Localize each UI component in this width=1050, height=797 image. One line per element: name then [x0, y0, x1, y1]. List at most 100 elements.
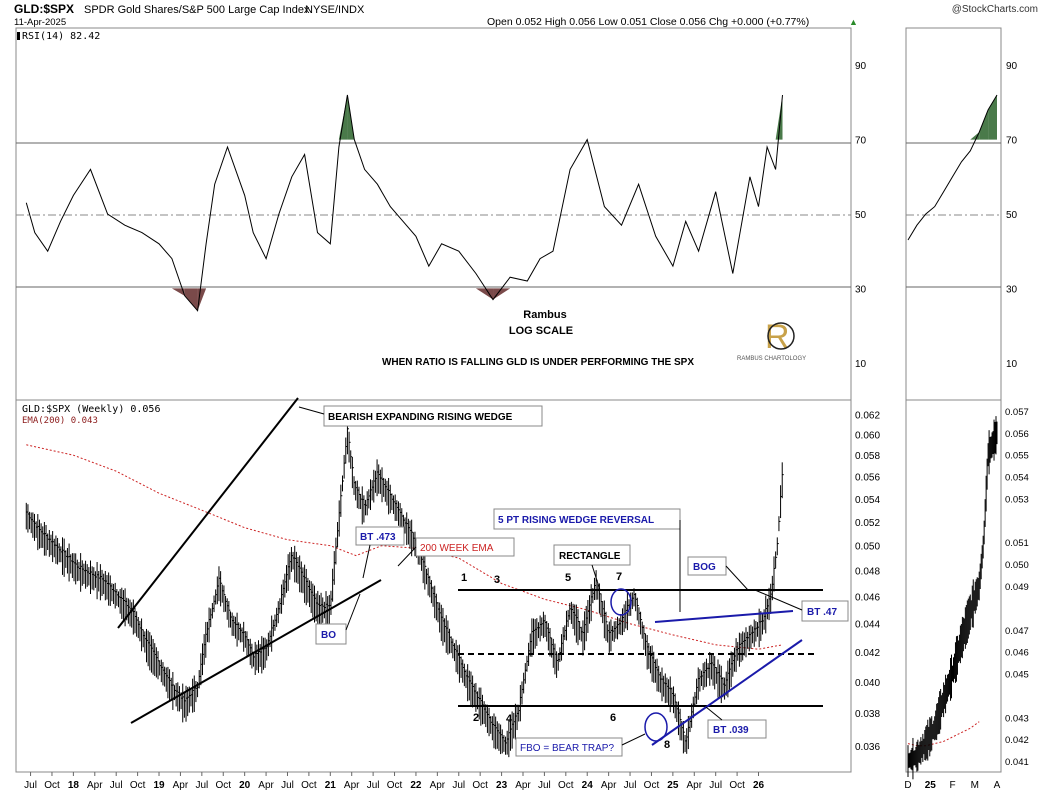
- price-y-tick-label: 0.036: [855, 742, 880, 753]
- rsi-overbought-fill: [988, 94, 997, 140]
- price-daily-y-tick-label: 0.046: [1005, 648, 1029, 659]
- x-tick-label: Apr: [87, 780, 103, 791]
- wedge-title-callout: BEARISH EXPANDING RISING WEDGE: [298, 405, 543, 427]
- wedge-title-text: BEARISH EXPANDING RISING WEDGE: [328, 412, 513, 423]
- x-tick-label: Oct: [301, 780, 317, 791]
- log-scale-label: LOG SCALE: [509, 325, 573, 337]
- rsi-y-ticks: 10 30 50 70 90: [855, 61, 867, 370]
- rsi-oversold-fill: [493, 288, 511, 300]
- price-y-tick-label: 0.042: [855, 648, 880, 659]
- bt-47-box: [801, 600, 849, 622]
- price-y-tick-label: 0.054: [855, 495, 880, 506]
- rambus-label: Rambus: [523, 309, 566, 321]
- ema-callout-pointer: [397, 546, 417, 567]
- rsi-daily-y-tick-label: 70: [1006, 136, 1018, 147]
- ema-daily-line: [907, 721, 980, 747]
- price-daily-y-tick-label: 0.051: [1005, 538, 1029, 549]
- point-4-label: 4: [506, 713, 513, 725]
- rsi-extreme-fills: [171, 94, 783, 311]
- wedge-title-box: [323, 405, 543, 427]
- price-daily-y-ticks: 0.041 0.042 0.043 0.045 0.046 0.047 0.049 0.050…: [1005, 407, 1029, 768]
- price-daily-y-tick-label: 0.057: [1005, 407, 1029, 418]
- x-tick-label: Jul: [195, 780, 208, 791]
- x-tick-label: Apr: [515, 780, 531, 791]
- rsi-y-tick-label: 50: [855, 210, 867, 221]
- header-description: SPDR Gold Shares/S&P 500 Large Cap Index: [84, 4, 310, 16]
- price-daily-y-tick-label: 0.042: [1005, 735, 1029, 746]
- rectangle-text: RECTANGLE: [559, 551, 621, 562]
- x-tick-label: Jul: [452, 780, 465, 791]
- rising-wedge-text: 5 PT RISING WEDGE REVERSAL: [498, 515, 654, 526]
- watermark: @StockCharts.com: [952, 4, 1038, 15]
- fbo-text: FBO = BEAR TRAP?: [520, 743, 614, 754]
- price-daily-y-tick-label: 0.041: [1005, 757, 1029, 768]
- point-5-label: 5: [565, 572, 571, 584]
- rsi-oversold-fill: [475, 288, 494, 300]
- x-tick-label: Jul: [110, 780, 123, 791]
- rising-wedge-box: [493, 508, 681, 530]
- bt-47-callout: BT .47: [754, 589, 849, 622]
- rsi-overbought-fill: [775, 94, 783, 140]
- header-symbol: GLD:$SPX: [14, 2, 74, 16]
- rsi-y-tick-label: 10: [855, 359, 867, 370]
- header-date: 11-Apr-2025: [14, 17, 66, 28]
- price-daily-y-tick-label: 0.056: [1005, 429, 1029, 440]
- rsi-daily-y-ticks: 10 30 50 70 90: [1006, 61, 1018, 370]
- x-tick-label: Apr: [173, 780, 189, 791]
- rsi-y-tick-label: 90: [855, 61, 867, 72]
- bt-039-callout: BT .039: [705, 706, 767, 739]
- wedge-upper-line: [117, 397, 299, 629]
- price-y-tick-label: 0.060: [855, 431, 880, 442]
- rising-wedge-callout: 5 PT RISING WEDGE REVERSAL: [493, 508, 681, 612]
- header-exchange: NYSE/INDX: [305, 4, 365, 16]
- logo-c-circle: [767, 322, 795, 350]
- bog-callout: BOG: [687, 556, 749, 591]
- price-y-tick-label: 0.052: [855, 518, 880, 529]
- x-tick-label: 20: [239, 780, 251, 791]
- x-tick-label: 22: [410, 780, 422, 791]
- x-tick-label: Jul: [24, 780, 37, 791]
- rsi-legend-swatch: [17, 32, 20, 40]
- price-y-tick-label: 0.050: [855, 542, 880, 553]
- logo-text: RAMBUS CHARTOLOGY: [737, 356, 806, 362]
- x-tick-label: Oct: [387, 780, 403, 791]
- x-tick-label: Apr: [686, 780, 702, 791]
- ema-callout: 200 WEEK EMA: [397, 537, 515, 567]
- x-tick-label: Oct: [44, 780, 60, 791]
- price-bars: [25, 415, 784, 758]
- price-daily-y-tick-label: 0.055: [1005, 451, 1029, 462]
- price-y-ticks: 0.036 0.038 0.040 0.042 0.044 0.046 0.048 0.050…: [855, 411, 880, 753]
- bt-039-box: [707, 719, 767, 739]
- x-tick-label: Apr: [344, 780, 360, 791]
- x-tick-label: Oct: [130, 780, 146, 791]
- rising-wedge-lower-line: [651, 639, 803, 746]
- price-daily-y-tick-label: 0.045: [1005, 670, 1029, 681]
- price-y-tick-label: 0.040: [855, 678, 880, 689]
- bt-039-pointer: [705, 706, 723, 721]
- price-daily-y-tick-label: 0.049: [1005, 582, 1029, 593]
- falling-ratio-note: WHEN RATIO IS FALLING GLD IS UNDER PERFO…: [382, 357, 694, 368]
- point-1-label: 1: [461, 572, 467, 584]
- price-y-tick-label: 0.048: [855, 567, 880, 578]
- header-quote: Open 0.052 High 0.056 Low 0.051 Close 0.…: [487, 16, 809, 28]
- rectangle-pointer: [591, 564, 601, 591]
- rsi-overbought-fill: [979, 109, 989, 140]
- point-6-label: 6: [610, 712, 616, 724]
- x-tick-label: Oct: [644, 780, 660, 791]
- price-y-tick-label: 0.038: [855, 709, 880, 720]
- price-panel-frame: [15, 399, 852, 773]
- x-tick-label: 25: [667, 780, 679, 791]
- rsi-daily-y-tick-label: 10: [1006, 359, 1018, 370]
- bt-47-text: BT .47: [807, 607, 837, 618]
- x-tick-label: Jul: [624, 780, 637, 791]
- price-daily-panel-frame: [905, 399, 1002, 773]
- x-tick-label: Oct: [472, 780, 488, 791]
- rsi-title: RSI(14) 82.42: [22, 31, 100, 42]
- price-daily-bars: [907, 416, 998, 780]
- bo-pointer: [345, 593, 361, 631]
- wedge-lower-line: [130, 579, 382, 724]
- price-y-tick-label: 0.062: [855, 411, 880, 422]
- x-tick-label: Oct: [729, 780, 745, 791]
